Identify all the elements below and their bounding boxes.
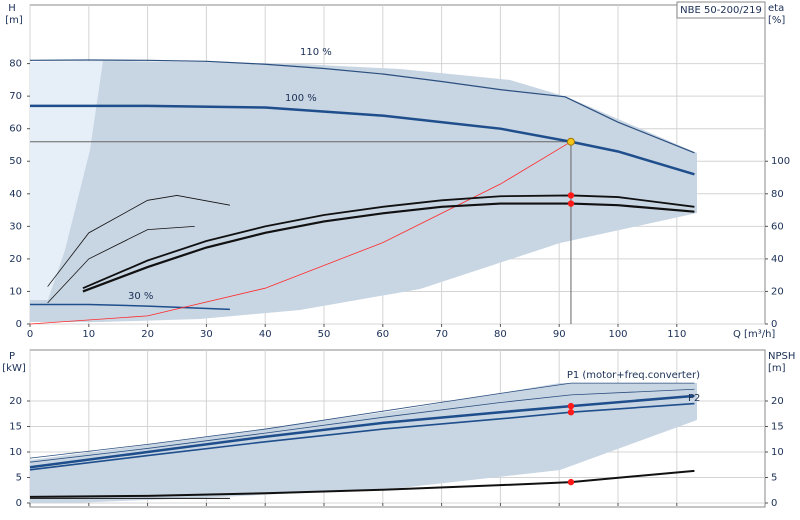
y-label: H — [8, 3, 16, 14]
x-tick-label: 50 — [318, 329, 331, 340]
x-tick-label: 110 — [667, 329, 686, 340]
x-tick-label: 40 — [259, 329, 272, 340]
y2-tick-label: 20 — [771, 286, 784, 297]
duty-marker — [567, 409, 575, 416]
x-tick-label: 90 — [553, 329, 566, 340]
y-tick-label: 80 — [9, 59, 22, 70]
curve — [82, 202, 695, 293]
curve-label: P2 — [688, 393, 700, 404]
y-tick-label: 20 — [9, 254, 22, 265]
curve — [82, 194, 695, 290]
x-tick-label: 30 — [200, 329, 213, 340]
y-tick-label: 0 — [16, 498, 22, 509]
y2-tick-label: 100 — [771, 156, 790, 167]
min-flow-range — [30, 61, 103, 300]
y-unit: [m] — [5, 15, 23, 26]
y2-tick-label: 60 — [771, 221, 784, 232]
y2-tick-label: 20 — [771, 396, 784, 407]
curve-label: 30 % — [128, 291, 153, 302]
curve — [47, 225, 195, 304]
x-tick-label: 80 — [494, 329, 507, 340]
y2-label: NPSH — [768, 351, 795, 362]
y2-tick-label: 0 — [771, 319, 777, 330]
y-tick-label: 5 — [16, 473, 22, 484]
curve-label: 110 % — [300, 47, 332, 58]
y2-unit: [%] — [768, 15, 785, 26]
y-tick-label: 10 — [9, 286, 22, 297]
power-range — [30, 383, 697, 503]
y-tick-label: 20 — [9, 396, 22, 407]
y-tick-label: 70 — [9, 91, 22, 102]
y2-tick-label: 15 — [771, 422, 784, 433]
y2-unit: [m] — [768, 363, 786, 374]
y-tick-label: 15 — [9, 422, 22, 433]
y-tick-label: 50 — [9, 156, 22, 167]
curve — [30, 303, 230, 311]
x-tick-label: 60 — [376, 329, 389, 340]
curve — [29, 59, 695, 154]
x-tick-label: 20 — [141, 329, 154, 340]
y-tick-label: 30 — [9, 221, 22, 232]
curve — [30, 104, 695, 176]
shading — [30, 61, 697, 503]
duty-marker — [567, 192, 575, 199]
y2-label: eta — [768, 3, 784, 14]
curve — [29, 382, 695, 459]
x-tick-label: 100 — [608, 329, 627, 340]
duty-marker — [567, 200, 575, 207]
duty-marker — [567, 402, 575, 410]
y2-tick-label: 40 — [771, 254, 784, 265]
y2-tick-label: 10 — [771, 447, 784, 458]
y-tick-label: 60 — [9, 124, 22, 135]
x-tick-label: 0 — [27, 329, 33, 340]
y2-tick-label: 80 — [771, 189, 784, 200]
x-label: Q [m³/h] — [733, 329, 775, 340]
curve-label: 100 % — [285, 93, 317, 104]
curve — [29, 388, 695, 463]
y2-tick-label: 5 — [771, 473, 777, 484]
y-tick-label: 0 — [16, 319, 22, 330]
x-tick-label: 70 — [435, 329, 448, 340]
y-tick-label: 10 — [9, 447, 22, 458]
duty-marker — [567, 478, 575, 486]
x-tick-label: 10 — [82, 329, 95, 340]
y-tick-label: 40 — [9, 189, 22, 200]
y-unit: [kW] — [2, 363, 26, 374]
y2-tick-label: 0 — [771, 498, 777, 509]
duty-point — [566, 137, 575, 146]
curve — [47, 195, 230, 287]
y-label: P — [9, 351, 15, 362]
title-box — [676, 1, 766, 19]
curve — [29, 141, 572, 325]
chart-title: NBE 50-200/219 — [680, 5, 762, 16]
curve-label: P1 (motor+freq.converter) — [567, 370, 700, 381]
operating-range — [30, 61, 697, 322]
